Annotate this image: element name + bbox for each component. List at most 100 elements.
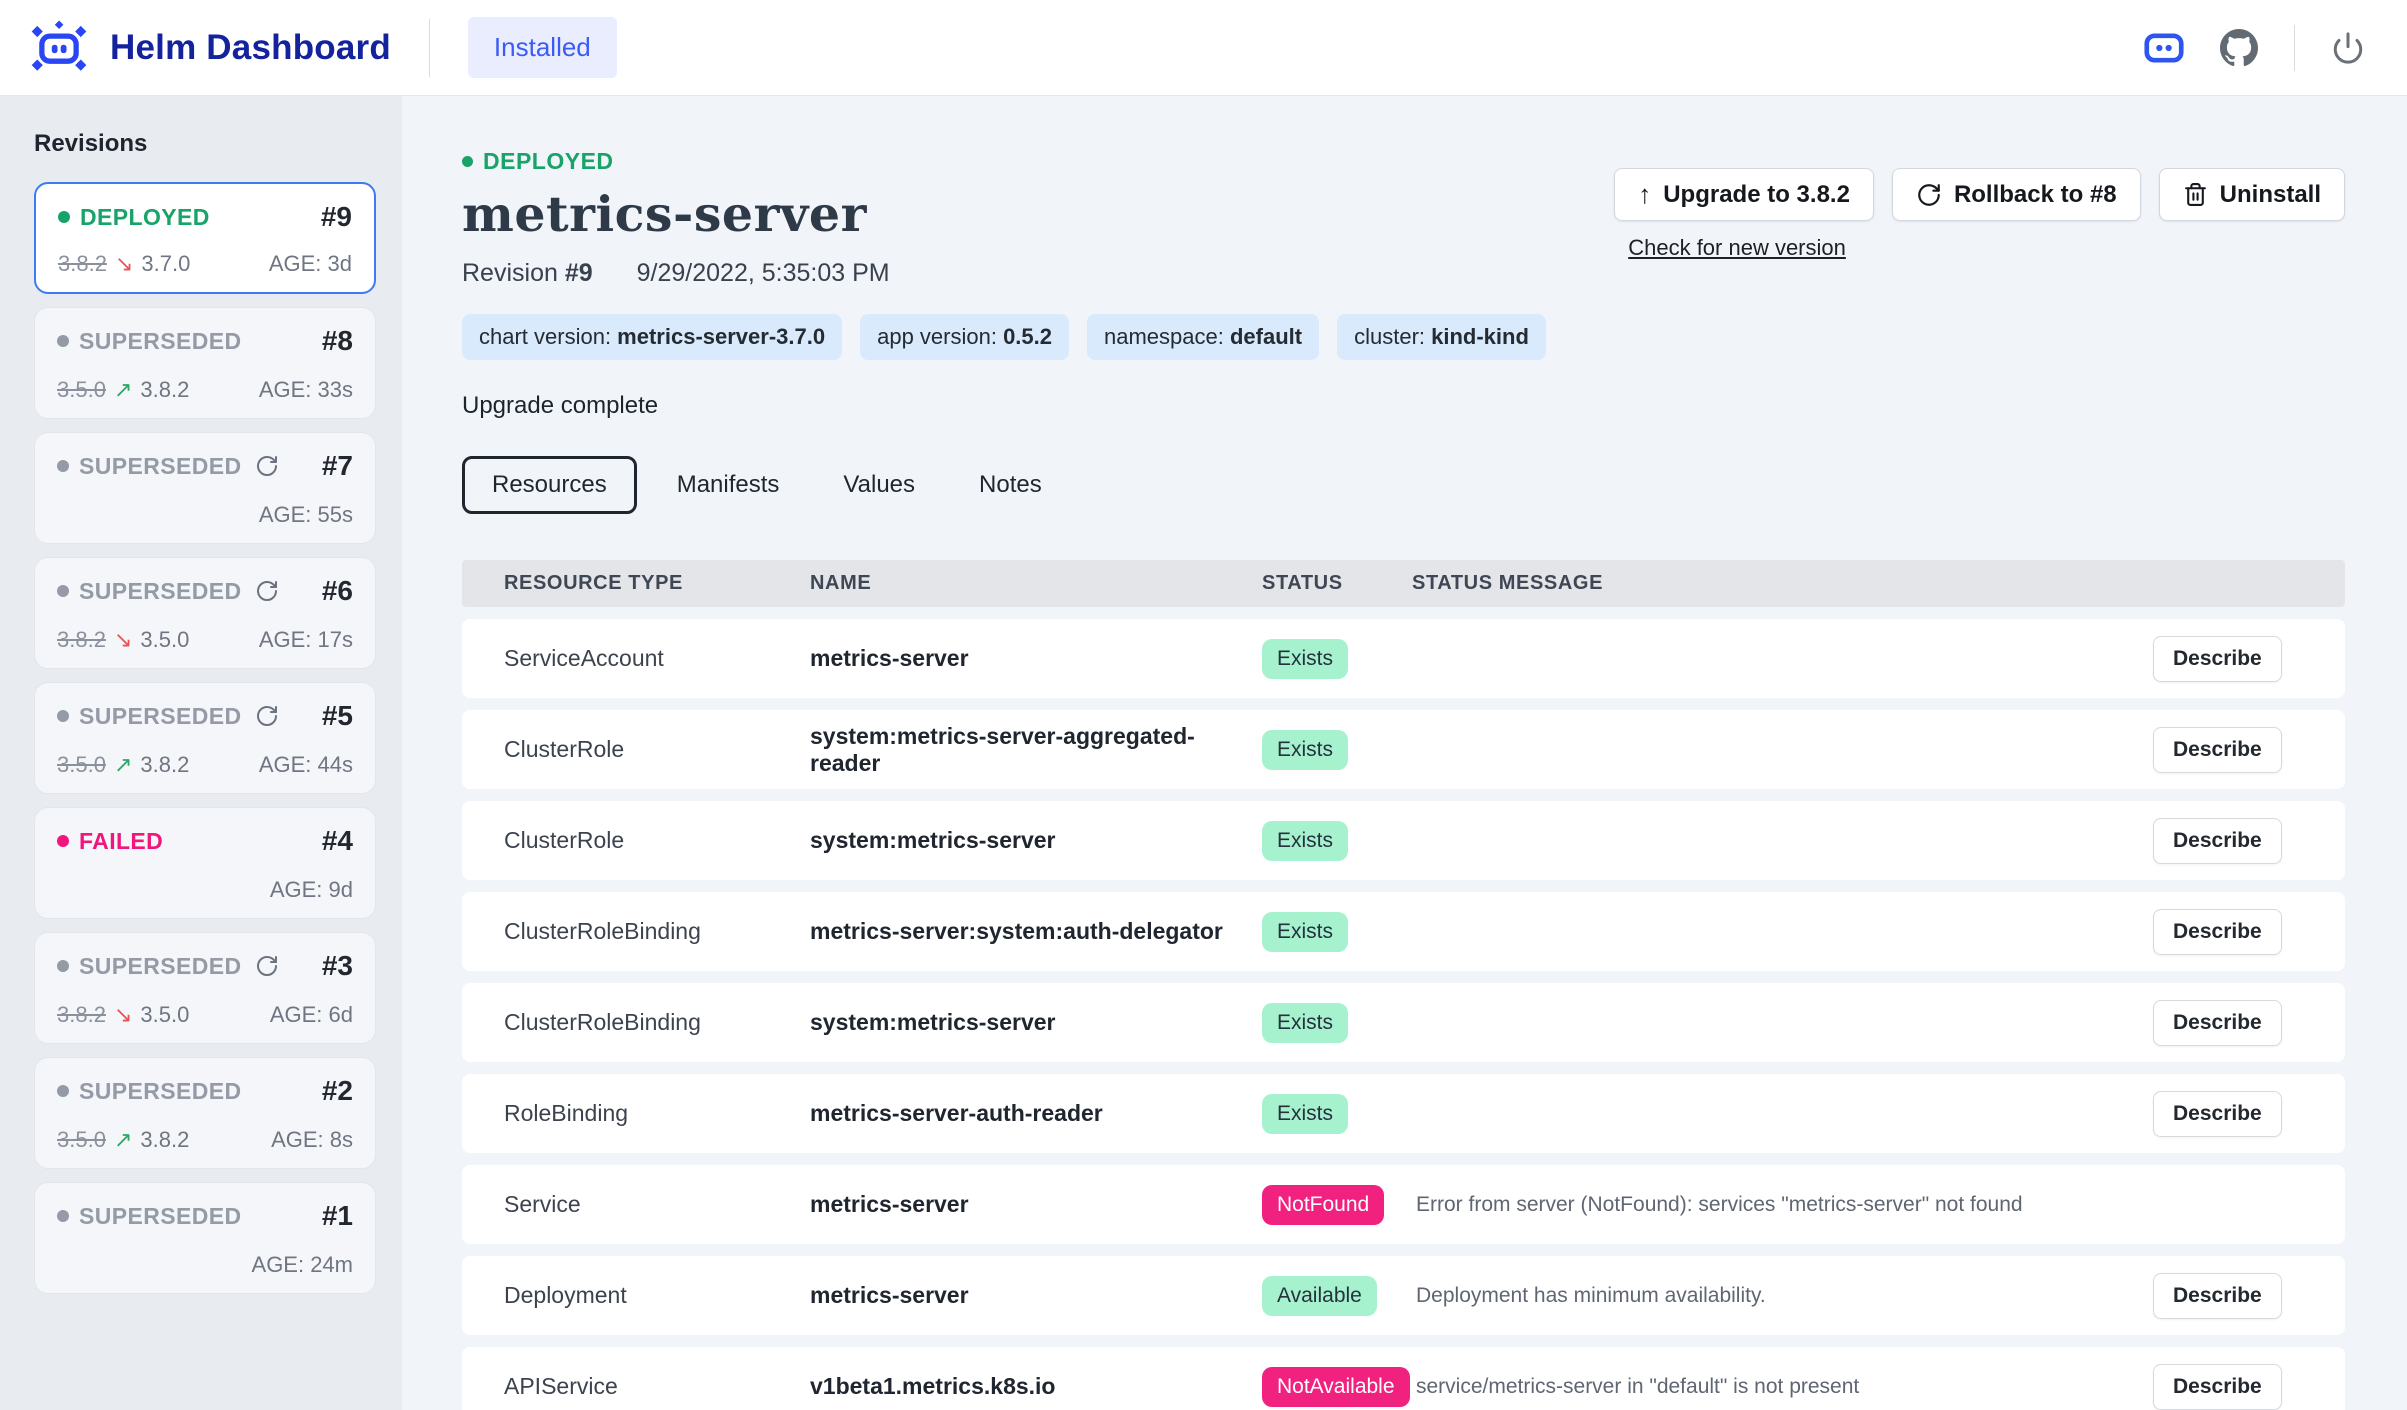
up-arrow-icon: ↑ [1638,179,1652,209]
describe-button[interactable]: Describe [2153,1272,2282,1319]
revision-status: SUPERSEDED [57,1203,241,1230]
new-version: 3.8.2 [140,377,190,402]
revision-card-7[interactable]: SUPERSEDED #7 AGE: 55s [34,432,376,544]
resource-name-cell: metrics-server [810,1191,969,1217]
downgrade-arrow-icon: ↘ [113,1002,133,1027]
app-title: Helm Dashboard [110,27,391,67]
status-badge: Available [1262,1275,1377,1316]
revision-status: SUPERSEDED [57,703,279,730]
table-row: ClusterRole system:metrics-server Exists De… [462,801,2345,880]
table-row: APIService v1beta1.metrics.k8s.io NotAvail… [462,1347,2345,1410]
revision-versions: 3.5.0 ↗ 3.8.2 [57,1127,189,1153]
revision-versions: 3.5.0 ↗ 3.8.2 [57,752,189,778]
new-version: 3.5.0 [140,1002,190,1027]
revision-status-dot [57,710,69,722]
revision-age: AGE: 6d [269,1002,353,1027]
tab-values[interactable]: Values [819,458,939,512]
status-badge: Exists [1262,729,1349,770]
revision-number: #6 [321,575,353,606]
describe-button[interactable]: Describe [2153,726,2282,773]
upgrade-arrow-icon: ↗ [113,752,133,777]
github-icon[interactable] [2220,28,2258,67]
release-badge: namespace: default [1087,314,1320,360]
revision-status-label: SUPERSEDED [79,702,242,729]
app-header: Helm Dashboard Installed [0,0,2407,96]
table-row: ClusterRole system:metrics-server-aggrega… [462,710,2345,789]
revision-status-label: DEPLOYED [80,203,210,230]
rollback-to-revision-icon[interactable] [255,704,279,728]
revision-card-4[interactable]: FAILED #4 AGE: 9d [34,807,376,919]
revision-card-6[interactable]: SUPERSEDED #6 3.8.2 ↘ 3.5.0 AGE: 17s [34,557,376,669]
rollback-to-revision-icon[interactable] [255,579,279,603]
revision-versions: 3.8.2 ↘ 3.5.0 [57,1002,189,1028]
check-new-version-link[interactable]: Check for new version [1628,235,1846,260]
revision-age: AGE: 24m [251,1252,353,1277]
rollback-to-revision-icon[interactable] [255,454,279,478]
status-badge: Exists [1262,911,1349,952]
revision-status-dot [57,835,69,847]
revision-versions: 3.8.2 ↘ 3.7.0 [58,251,190,277]
revision-number: #7 [321,450,353,481]
revision-status: SUPERSEDED [57,453,279,480]
status-badge: NotFound [1262,1184,1385,1225]
header-divider [428,18,430,77]
status-message-cell: Deployment has minimum availability. [1416,1283,1766,1307]
col-resource-type: RESOURCE TYPE [504,572,683,594]
revision-card-3[interactable]: SUPERSEDED #3 3.8.2 ↘ 3.5.0 AGE: 6d [34,932,376,1044]
tab-resources[interactable]: Resources [462,456,637,514]
revision-label: Revision #9 [462,259,593,287]
new-version: 3.8.2 [140,1127,190,1152]
status-badge: NotAvailable [1262,1366,1410,1407]
resource-type-cell: ClusterRole [504,827,625,853]
downgrade-arrow-icon: ↘ [113,627,133,652]
revision-status-dot [57,960,69,972]
revision-card-5[interactable]: SUPERSEDED #5 3.5.0 ↗ 3.8.2 AGE: 44s [34,682,376,794]
status-badge: Exists [1262,820,1349,861]
status-badge: Exists [1262,638,1349,679]
resource-name-cell: metrics-server [810,645,969,671]
resource-type-cell: ClusterRoleBinding [504,918,701,944]
status-label: DEPLOYED [483,148,614,174]
robot-chip-icon[interactable] [2144,32,2184,64]
rollback-to-revision-icon[interactable] [255,954,279,978]
resource-type-cell: Service [504,1191,581,1217]
revision-status-label: SUPERSEDED [79,327,242,354]
describe-button[interactable]: Describe [2153,817,2282,864]
describe-button[interactable]: Describe [2153,1363,2282,1410]
release-name: metrics-server [462,185,867,243]
release-badges: chart version: metrics-server-3.7.0 app v… [462,314,1546,360]
revision-card-2[interactable]: SUPERSEDED #2 3.5.0 ↗ 3.8.2 AGE: 8s [34,1057,376,1169]
tab-notes[interactable]: Notes [955,458,1066,512]
revision-status-dot [57,1085,69,1097]
revision-card-8[interactable]: SUPERSEDED #8 3.5.0 ↗ 3.8.2 AGE: 33s [34,307,376,419]
upgrade-button[interactable]: ↑ Upgrade to 3.8.2 [1614,168,1874,221]
revision-card-1[interactable]: SUPERSEDED #1 AGE: 24m [34,1182,376,1294]
uninstall-button[interactable]: Uninstall [2158,168,2345,221]
resource-type-cell: ServiceAccount [504,645,664,671]
revision-age: AGE: 17s [258,627,353,652]
revision-age: AGE: 8s [271,1127,353,1152]
describe-button[interactable]: Describe [2153,908,2282,955]
revision-versions: 3.5.0 ↗ 3.8.2 [57,377,189,403]
revision-age: AGE: 44s [258,752,353,777]
resource-type-cell: ClusterRoleBinding [504,1009,701,1035]
resource-type-cell: RoleBinding [504,1100,629,1126]
table-row: ServiceAccount metrics-server Exists Descri… [462,619,2345,698]
describe-button[interactable]: Describe [2153,1090,2282,1137]
power-icon[interactable] [2331,31,2365,65]
revision-status-label: SUPERSEDED [79,1077,242,1104]
release-tabs: Resources Manifests Values Notes [462,456,2345,514]
tab-manifests[interactable]: Manifests [653,458,804,512]
status-message-cell: service/metrics-server in "default" is n… [1416,1374,1860,1398]
describe-button[interactable]: Describe [2153,635,2282,682]
revision-status: SUPERSEDED [57,328,241,355]
rollback-button[interactable]: Rollback to #8 [1891,168,2141,221]
describe-button[interactable]: Describe [2153,999,2282,1046]
revision-status: FAILED [57,828,163,855]
revision-number: #9 [564,259,593,287]
nav-installed-tab[interactable]: Installed [467,17,617,78]
revision-card-9[interactable]: DEPLOYED #9 3.8.2 ↘ 3.7.0 AGE: 3d [34,182,376,294]
new-version: 3.5.0 [140,627,190,652]
table-header: RESOURCE TYPE NAME STATUS STATUS MESSAGE [462,560,2345,607]
trash-icon [2183,182,2208,207]
